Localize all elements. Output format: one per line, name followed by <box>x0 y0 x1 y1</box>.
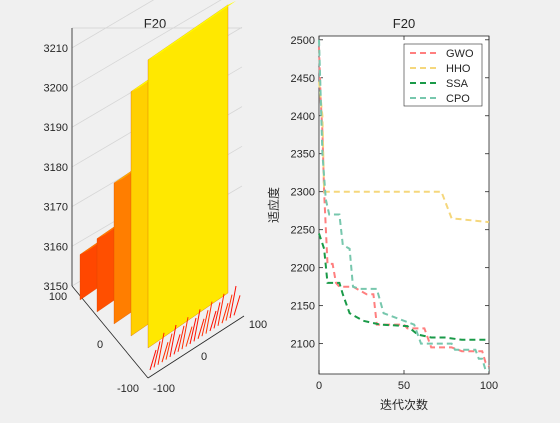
legend-label-ssa: SSA <box>446 78 469 90</box>
x-tick-label-3d: 0 <box>97 339 103 351</box>
surface-spike <box>217 293 225 326</box>
surface-x-ticks: 100 0 -100 <box>49 291 139 395</box>
z-tick-label: 3170 <box>44 202 68 214</box>
convergence-series <box>318 39 490 372</box>
z-tick-label: 3180 <box>44 162 68 174</box>
surface-spike <box>189 317 197 345</box>
y-tick-label: 2100 <box>291 339 315 351</box>
surface-strips <box>79 0 241 371</box>
y-tick-label: 2350 <box>291 149 315 161</box>
floor-edge-left <box>71 285 149 379</box>
wall-gridline <box>71 0 222 88</box>
surface-spike <box>185 326 193 347</box>
y-axis-label: 适应度 <box>266 187 281 223</box>
y-tick-label: 2300 <box>291 187 315 199</box>
x-tick-label: 100 <box>480 380 498 392</box>
series-line-gwo <box>318 47 490 368</box>
convergence-y-ticks: 2100 2150 2200 2250 2300 2350 2400 2450 2500 <box>291 35 489 351</box>
surface-spike <box>213 302 221 329</box>
legend: GWO HHO SSA CPO <box>403 43 483 107</box>
series-line-hho <box>318 81 490 224</box>
x-tick-label-3d: 100 <box>49 291 67 303</box>
surface-spike <box>161 342 169 363</box>
floor-edge-right <box>147 315 245 379</box>
z-tick-label: 3190 <box>44 122 68 134</box>
surface-spike <box>165 333 173 360</box>
surface-spike <box>181 317 189 350</box>
x-tick-label-3d: -100 <box>117 383 139 395</box>
surface-spike <box>153 341 161 368</box>
surface-spike <box>233 295 241 316</box>
surface-spike <box>221 303 229 324</box>
y-tick-label: 2150 <box>291 301 315 313</box>
y-tick-label: 2250 <box>291 225 315 237</box>
legend-label-cpo: CPO <box>446 93 470 105</box>
surface-ridge-top <box>148 0 236 60</box>
surface-spike <box>193 309 201 342</box>
surface-spike <box>177 325 185 352</box>
convergence-plot: F20 2100 2150 2200 2250 2300 2350 2400 2450 2500… <box>266 16 498 412</box>
surface-spike <box>169 324 177 358</box>
surface-spike <box>205 301 213 334</box>
surface-spike <box>149 349 157 371</box>
z-tick-label: 3210 <box>44 43 68 55</box>
y-tick-label: 2400 <box>291 111 315 123</box>
surface-spike <box>157 332 165 365</box>
z-tick-label: 3200 <box>44 83 68 95</box>
surface-spike <box>173 334 181 355</box>
z-tick-label: 3160 <box>44 241 68 253</box>
wall-gridline <box>71 0 155 49</box>
surface-spike <box>197 318 205 339</box>
surface-spike <box>229 285 237 319</box>
surface-z-ticks: 3150 3160 3170 3180 3190 3200 3210 <box>44 43 68 293</box>
y-tick-label-3d: -100 <box>153 383 175 395</box>
convergence-plot-title: F20 <box>393 16 415 31</box>
z-tick-label: 3150 <box>44 281 68 293</box>
surface-plot-title: F20 <box>144 16 166 31</box>
surface-spike <box>209 310 217 332</box>
y-tick-label-3d: 100 <box>249 319 267 331</box>
series-line-ssa <box>318 233 489 341</box>
surface-spike <box>225 294 233 321</box>
legend-box <box>403 43 483 107</box>
convergence-x-ticks: 0 50 100 <box>316 36 498 392</box>
surface-ridge <box>147 4 229 349</box>
y-tick-label: 2500 <box>291 35 315 47</box>
legend-label-hho: HHO <box>446 63 471 75</box>
legend-label-gwo: GWO <box>446 48 474 60</box>
x-axis-label: 迭代次数 <box>380 397 428 412</box>
x-tick-label: 50 <box>398 380 410 392</box>
y-tick-label-3d: 0 <box>201 351 207 363</box>
x-tick-label: 0 <box>316 380 322 392</box>
y-tick-label: 2450 <box>291 73 315 85</box>
surface-y-ticks: -100 0 100 <box>153 319 267 395</box>
surface-spike <box>201 310 209 337</box>
y-tick-label: 2200 <box>291 263 315 275</box>
